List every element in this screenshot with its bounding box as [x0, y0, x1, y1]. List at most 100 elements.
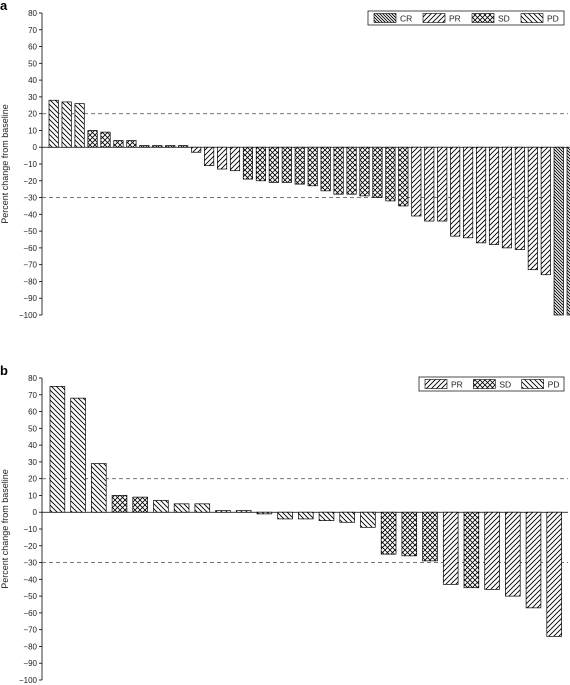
legend-label-pd: PD: [547, 14, 559, 24]
panel-label: a: [0, 0, 8, 13]
y-tick-label: −100: [19, 676, 38, 685]
y-tick-label: −80: [23, 642, 37, 651]
bar-pr: [514, 146, 525, 250]
y-tick-label: 20: [28, 110, 37, 119]
legend-swatch-pd: [520, 13, 544, 23]
legend-swatch-pr: [424, 379, 448, 389]
bar-pr: [217, 146, 228, 170]
y-tick-label: −20: [23, 177, 37, 186]
bar-pd: [91, 463, 107, 513]
legend-swatch-cr: [373, 13, 397, 23]
y-axis-label: Percent change from baseline: [0, 104, 10, 224]
bar-sd: [463, 511, 480, 589]
bar-sd: [333, 146, 344, 195]
bar-pr: [546, 511, 562, 637]
y-axis-label: Percent change from baseline: [0, 469, 10, 589]
y-tick-label: 10: [28, 126, 37, 135]
bar-sd: [152, 145, 163, 148]
legend-box: [367, 10, 565, 26]
bar-pr: [191, 146, 202, 153]
bar-sd: [320, 146, 331, 192]
panel-b: b Percent change from baseline 80 70 60 50 40 3…: [0, 363, 568, 685]
legend-label-sd: SD: [498, 14, 510, 24]
y-tick-label: 10: [28, 491, 37, 500]
bar-sd: [178, 145, 189, 148]
bar-sd: [359, 146, 370, 197]
y-tick-label: 60: [28, 408, 37, 417]
y-tick-label: 50: [28, 59, 37, 68]
legend-label-sd: SD: [499, 380, 511, 390]
legend-label-cr: CR: [400, 14, 412, 24]
bar-pr: [411, 146, 422, 217]
y-tick-label: −40: [23, 210, 37, 219]
bar-sd: [422, 511, 438, 562]
bar-pr: [488, 146, 500, 245]
legend-swatch-sd: [473, 379, 496, 389]
y-tick-label: 60: [28, 43, 37, 52]
y-tick-label: −100: [19, 311, 38, 320]
bar-sd: [307, 146, 318, 187]
bar-pr: [424, 146, 435, 222]
y-tick-label: 70: [28, 391, 37, 400]
legend-label-pr: PR: [451, 380, 463, 390]
bar-pd: [339, 511, 355, 523]
legend: CR PR SD PD: [367, 10, 565, 26]
y-tick-label: −30: [23, 194, 37, 203]
bar-sd: [113, 140, 124, 148]
bar-sd: [346, 146, 357, 195]
bar-pd: [215, 510, 231, 513]
bar-pr: [527, 146, 538, 271]
y-tick-label: −50: [23, 227, 37, 236]
y-tick-label: −70: [23, 626, 37, 635]
bar-sd: [385, 146, 396, 202]
bar-sd: [100, 131, 111, 148]
y-tick-label: 70: [28, 26, 37, 35]
legend: PR SD PD: [418, 376, 565, 392]
y-tick-label: 30: [28, 93, 37, 102]
bar-pr: [525, 511, 542, 609]
legend-swatch-pd: [521, 379, 544, 389]
bar-sd: [281, 146, 292, 183]
legend-swatch-sd: [471, 13, 495, 23]
bar-pd: [298, 511, 314, 520]
y-tick-label: 80: [28, 9, 37, 18]
bar-sd: [132, 496, 148, 513]
y-tick-label: −90: [23, 659, 37, 668]
bar-pd: [277, 511, 293, 520]
bar-pd: [360, 511, 376, 528]
bar-sd: [87, 130, 98, 148]
y-tick-label: 40: [28, 76, 37, 85]
y-tick-label: −70: [23, 261, 37, 270]
y-tick-label: 80: [28, 374, 37, 383]
y-tick-label: −10: [23, 160, 37, 169]
y-tick-label: −90: [23, 294, 37, 303]
bar-pd: [48, 99, 59, 148]
bar-pd: [318, 511, 335, 521]
bar-pr: [540, 146, 551, 276]
bar-pd: [74, 103, 85, 148]
bar-pd: [235, 510, 252, 513]
panel-label: b: [0, 363, 8, 378]
bar-pr: [476, 146, 487, 244]
bar-pd: [61, 101, 72, 148]
bar-sd: [111, 495, 128, 513]
y-tick-label: −20: [23, 542, 37, 551]
bar-cr: [553, 146, 564, 316]
bar-sd: [242, 146, 253, 180]
bar-pr: [204, 146, 215, 167]
bar-sd: [165, 145, 176, 148]
y-tick-label: −10: [23, 525, 37, 534]
bar-sd: [380, 511, 397, 555]
bar-pd: [70, 397, 86, 513]
y-tick-label: −50: [23, 592, 37, 601]
bar-sd: [401, 511, 418, 557]
y-tick-label: 0: [33, 508, 38, 517]
bar-pr: [505, 511, 521, 597]
y-tick-label: −60: [23, 244, 37, 253]
y-tick-label: −80: [23, 277, 37, 286]
y-tick-label: 40: [28, 441, 37, 450]
bar-pd: [153, 500, 169, 513]
bar-pd: [194, 503, 211, 513]
bar-sd: [255, 146, 266, 182]
